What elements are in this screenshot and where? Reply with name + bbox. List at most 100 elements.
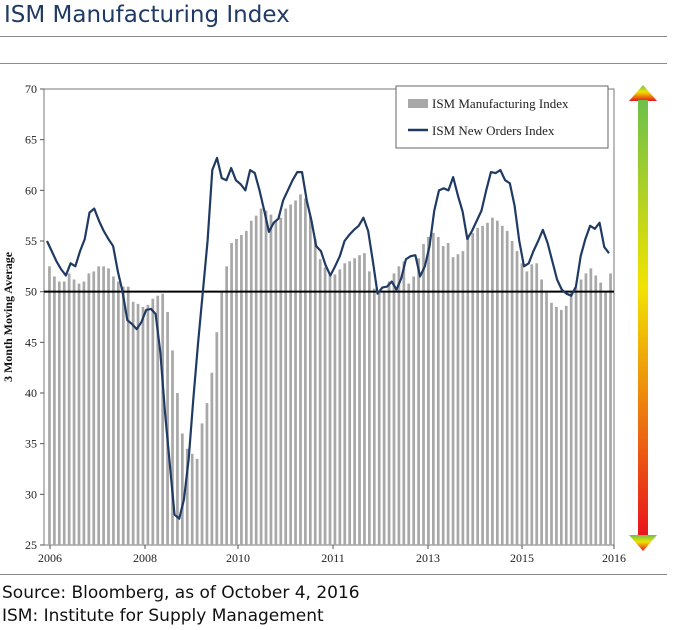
manufacturing-bar [422,244,425,546]
x-tick-label: 2006 [38,551,62,565]
manufacturing-bar [559,309,563,545]
arrow-up-head [629,85,657,101]
x-tick-label: 2010 [226,551,250,565]
manufacturing-bar [151,298,155,545]
y-tick-label: 35 [25,437,37,451]
page-title: ISM Manufacturing Index [4,2,290,28]
manufacturing-bar [505,230,509,545]
ism-manufacturing-bars [48,194,612,546]
manufacturing-bar [550,302,553,545]
manufacturing-bar [574,287,578,545]
manufacturing-bar [515,251,519,545]
manufacturing-bar [589,268,593,545]
manufacturing-bar [72,279,76,545]
title-divider [0,36,667,37]
manufacturing-bar [220,291,224,545]
manufacturing-bar [121,286,125,545]
abbreviation-note: ISM: Institute for Supply Management [2,606,324,626]
manufacturing-bar [427,236,430,545]
manufacturing-bar [500,225,504,546]
manufacturing-bar [397,266,401,545]
manufacturing-bar [481,225,484,546]
manufacturing-bar [407,283,411,545]
manufacturing-bar [48,266,51,545]
manufacturing-bar [530,264,534,545]
y-tick-label: 60 [25,183,37,197]
y-tick-label: 40 [25,386,37,400]
manufacturing-bar [510,241,514,545]
manufacturing-bar [387,281,391,545]
arrow-down-head [629,535,657,551]
manufacturing-bar [180,433,184,545]
manufacturing-bar [358,255,361,545]
x-tick-label: 2016 [602,551,626,565]
manufacturing-bar [308,215,312,546]
manufacturing-bar [249,220,253,546]
manufacturing-bar [363,253,366,545]
manufacturing-bar [535,263,539,545]
manufacturing-bar [520,263,524,545]
manufacturing-bar [476,227,480,545]
manufacturing-bar [284,208,288,545]
manufacturing-bar [525,271,529,545]
manufacturing-bar [299,194,302,545]
manufacturing-bar [161,293,165,545]
legend: ISM Manufacturing Index ISM New Orders I… [395,85,609,149]
manufacturing-bar [92,271,96,545]
y-tick-label: 65 [25,133,37,147]
x-axis-ticks: 2006 2008 2010 2011 2013 2015 2016 [38,545,626,565]
manufacturing-bar [343,263,347,545]
manufacturing-bar [141,306,145,545]
manufacturing-bar [451,257,455,545]
manufacturing-bar [432,232,435,545]
manufacturing-bar [466,237,470,545]
manufacturing-bar [215,332,219,545]
ism-new-orders-line [46,156,610,520]
y-tick-label: 45 [25,335,37,349]
manufacturing-bar [323,267,327,545]
legend-bar-swatch [408,99,428,108]
manufacturing-bar [368,271,371,545]
x-tick-label: 2015 [510,551,534,565]
manufacturing-bar [146,304,150,545]
manufacturing-bar [392,273,396,545]
manufacturing-bar [200,423,204,545]
manufacturing-bar [609,273,612,545]
manufacturing-bar [338,269,342,545]
manufacturing-bar [156,295,160,545]
manufacturing-bar [313,238,317,545]
manufacturing-bar [210,372,214,545]
manufacturing-bar [136,303,140,545]
manufacturing-bar [185,448,189,545]
manufacturing-bar [348,261,352,545]
manufacturing-bar [190,453,194,545]
manufacturing-bar [53,276,56,545]
manufacturing-bar [195,458,199,545]
manufacturing-bar [97,266,101,545]
manufacturing-bar [417,258,420,545]
manufacturing-bar [77,283,81,545]
manufacturing-bar [205,403,209,545]
manufacturing-bar [230,243,233,545]
manufacturing-bar [446,243,450,545]
y-tick-label: 55 [25,234,37,248]
manufacturing-bar [269,214,273,545]
manufacturing-bar [461,251,465,545]
manufacturing-bar [333,274,337,545]
manufacturing-bar [382,290,386,545]
manufacturing-bar [171,350,174,545]
manufacturing-bar [540,279,543,545]
manufacturing-bar [584,273,588,545]
manufacturing-bar [599,282,603,545]
arrow-shaft [638,100,648,536]
manufacturing-bar [456,254,460,546]
chart-frame: 25 30 35 40 45 50 55 60 65 70 2006 2008 2010 2011 201… [0,63,667,575]
x-tick-label: 2011 [321,551,345,565]
manufacturing-bar [569,292,573,545]
manufacturing-bar [318,259,322,545]
manufacturing-bar [353,258,356,545]
manufacturing-bar [176,393,179,545]
manufacturing-bar [304,198,307,545]
manufacturing-bar [328,273,332,545]
manufacturing-bar [264,210,268,545]
